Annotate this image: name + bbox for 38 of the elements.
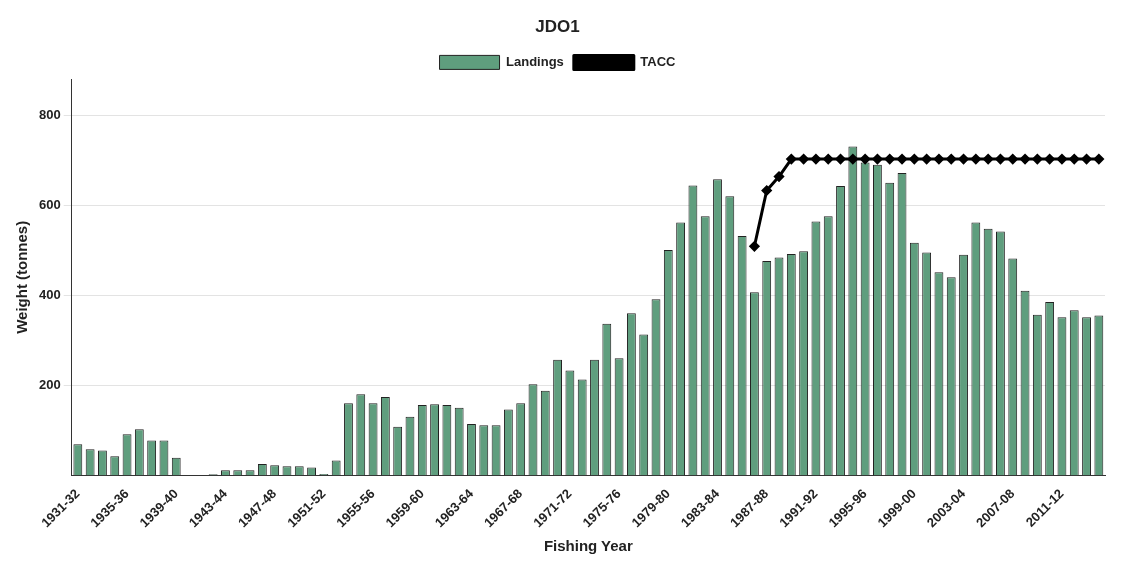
legend-label: TACC: [640, 53, 677, 69]
point: [1020, 154, 1031, 165]
point: [1056, 154, 1067, 165]
point: [860, 154, 871, 165]
point: [921, 154, 932, 165]
point: [946, 154, 957, 165]
point: [872, 154, 883, 165]
point: [749, 241, 760, 252]
point: [970, 154, 981, 165]
point: [798, 154, 809, 165]
point: [774, 171, 785, 182]
point: [1069, 154, 1080, 165]
y-tick-label: 600: [38, 196, 61, 212]
x-axis-title: Fishing Year: [543, 537, 633, 555]
point: [983, 154, 994, 165]
y-tick-label: 200: [38, 376, 61, 392]
point: [823, 154, 834, 165]
point: [884, 154, 895, 165]
point: [1007, 154, 1018, 165]
point: [1081, 154, 1092, 165]
y-tick-label: 800: [38, 106, 61, 122]
legend-label: Landings: [506, 53, 564, 69]
point: [1044, 154, 1055, 165]
point: [786, 154, 797, 165]
point: [847, 154, 858, 165]
point: [995, 154, 1006, 165]
y-tick-label: 400: [38, 286, 61, 302]
y-axis-title: Weight (tonnes): [13, 220, 31, 334]
point: [958, 154, 969, 165]
chart-title: JDO1: [535, 16, 580, 36]
point: [1093, 154, 1104, 165]
point: [933, 154, 944, 165]
point: [1032, 154, 1043, 165]
point: [835, 154, 846, 165]
point: [810, 154, 821, 165]
point: [909, 154, 920, 165]
point: [897, 154, 908, 165]
point: [761, 185, 772, 196]
